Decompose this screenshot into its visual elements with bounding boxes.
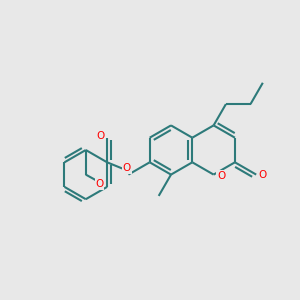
Text: O: O	[96, 131, 105, 141]
Text: O: O	[123, 163, 131, 173]
Text: O: O	[217, 171, 225, 181]
Text: O: O	[259, 169, 267, 180]
Text: O: O	[95, 179, 104, 189]
